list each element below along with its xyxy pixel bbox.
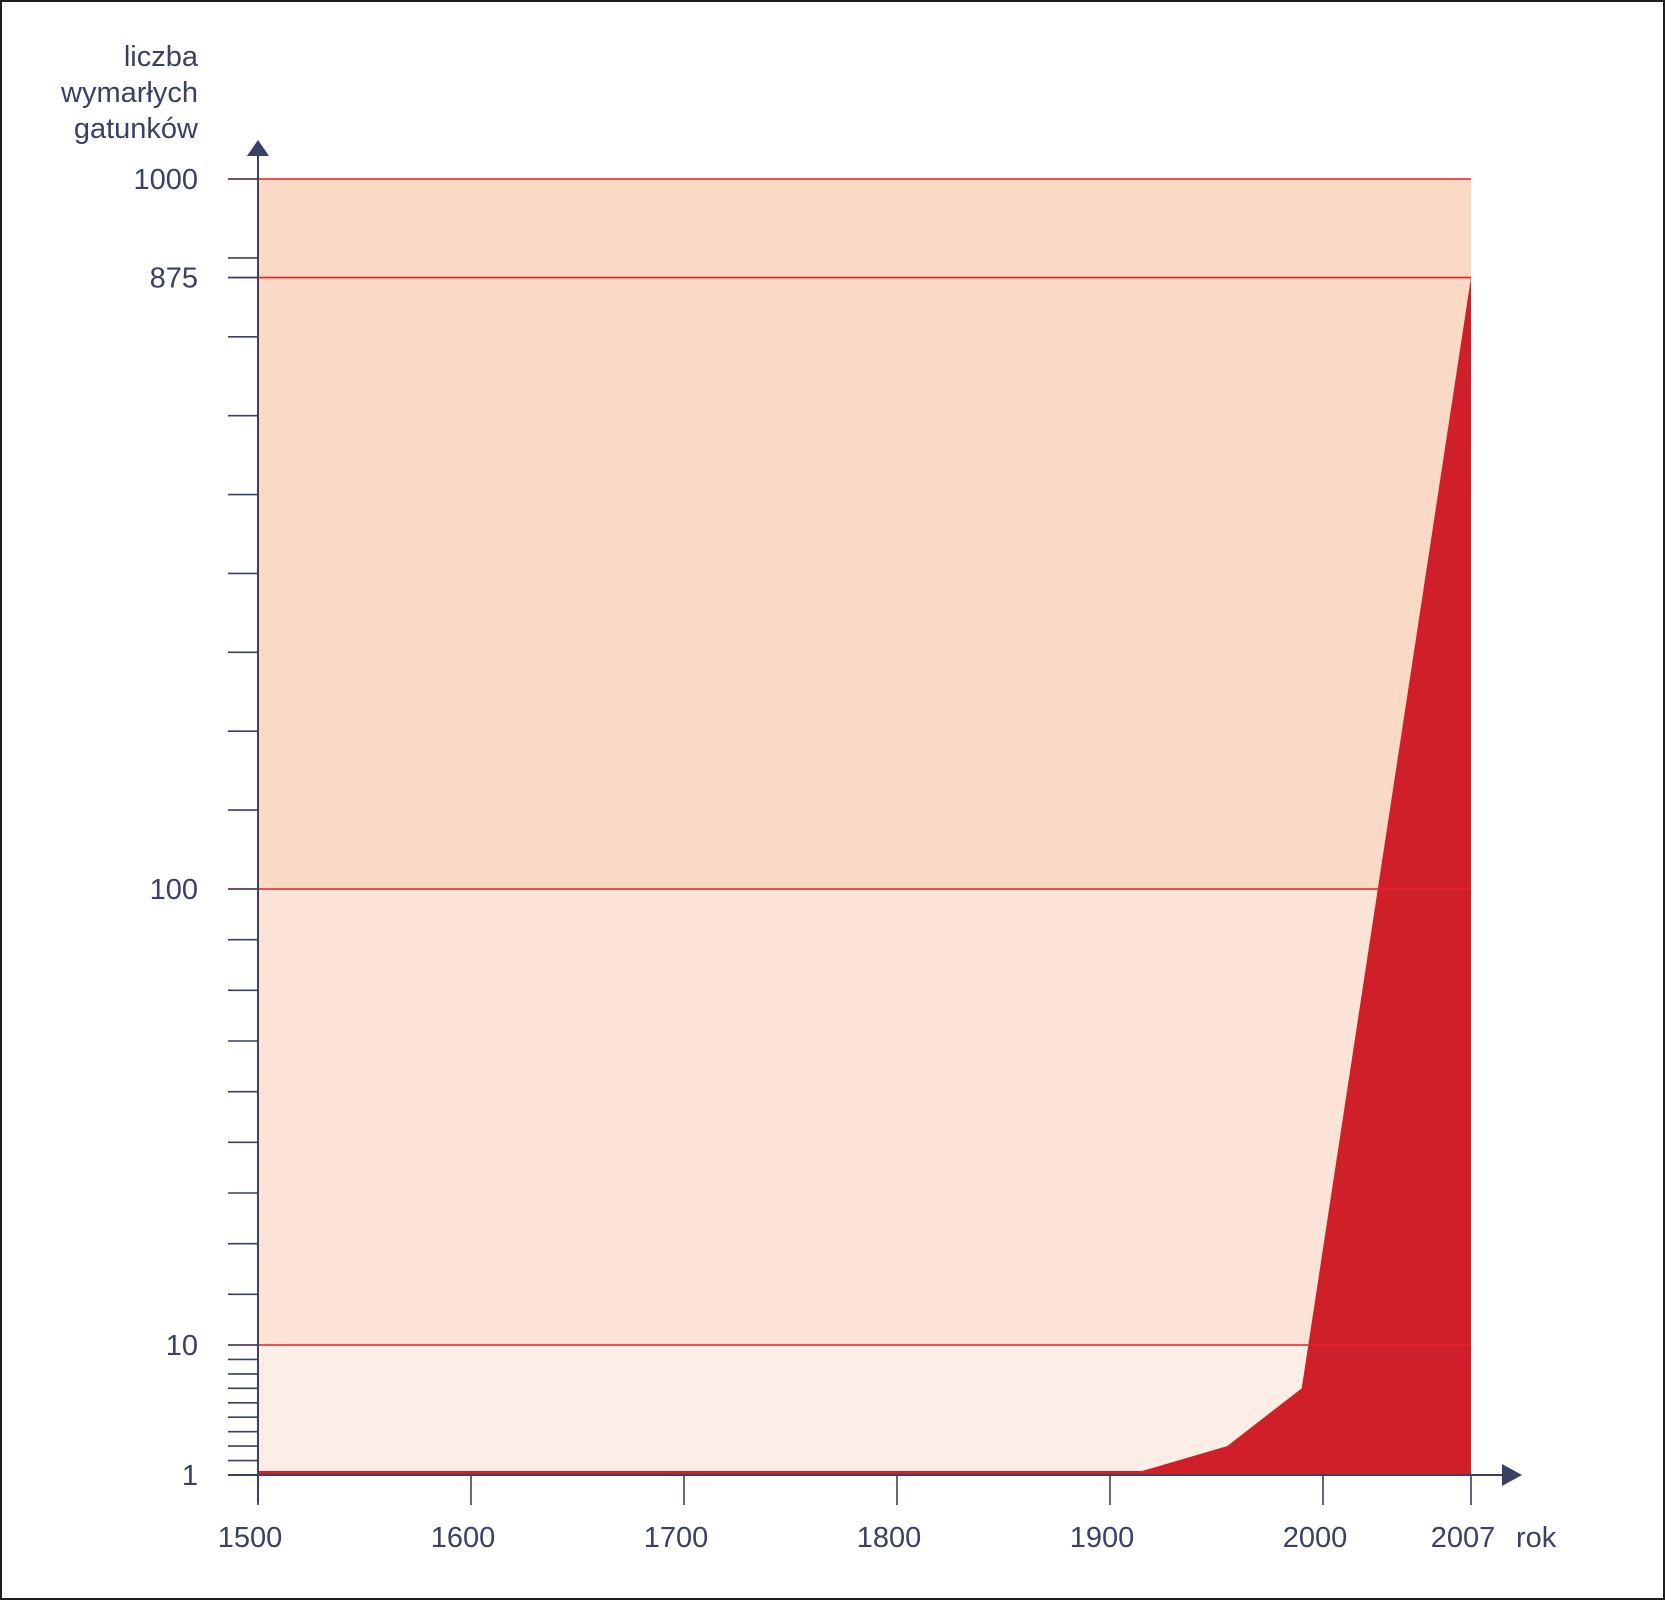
y-tick-label-1: 1 [182,1460,198,1492]
x-tick-label-1900: 1900 [1070,1522,1135,1554]
y-tick-label-1000: 1000 [133,164,198,196]
reference-lines [228,178,1471,1346]
x-axis-arrow-icon [1502,1464,1522,1486]
x-axis-label: rok [1516,1522,1557,1554]
band-10-100 [258,889,1471,1345]
y-axis-label-line-2: wymarłych [60,77,198,109]
band-100-1000 [258,179,1471,889]
y-tick-label-10: 10 [166,1330,198,1362]
x-tick-label-2007: 2007 [1431,1522,1496,1554]
x-tick-label-1600: 1600 [431,1522,496,1554]
x-tick-label-1700: 1700 [644,1522,709,1554]
axis-labels: 1 10 100 875 1000 1500 1600 1700 1800 1900 2000 200… [60,41,1557,1554]
series-area-layer [258,277,1471,1476]
y-axis-label-line-1: liczba [124,41,199,73]
y-axis-arrow-icon [247,140,269,156]
extinct-species-area [258,277,1471,1476]
x-tick-label-1800: 1800 [857,1522,922,1554]
y-tick-label-875: 875 [150,263,198,295]
y-axis-label-line-3: gatunków [74,113,199,145]
axes [228,140,1522,1505]
x-tick-label-2000: 2000 [1283,1522,1348,1554]
x-tick-label-1500: 1500 [218,1522,283,1554]
background-bands [258,179,1471,1475]
y-tick-label-100: 100 [150,874,198,906]
